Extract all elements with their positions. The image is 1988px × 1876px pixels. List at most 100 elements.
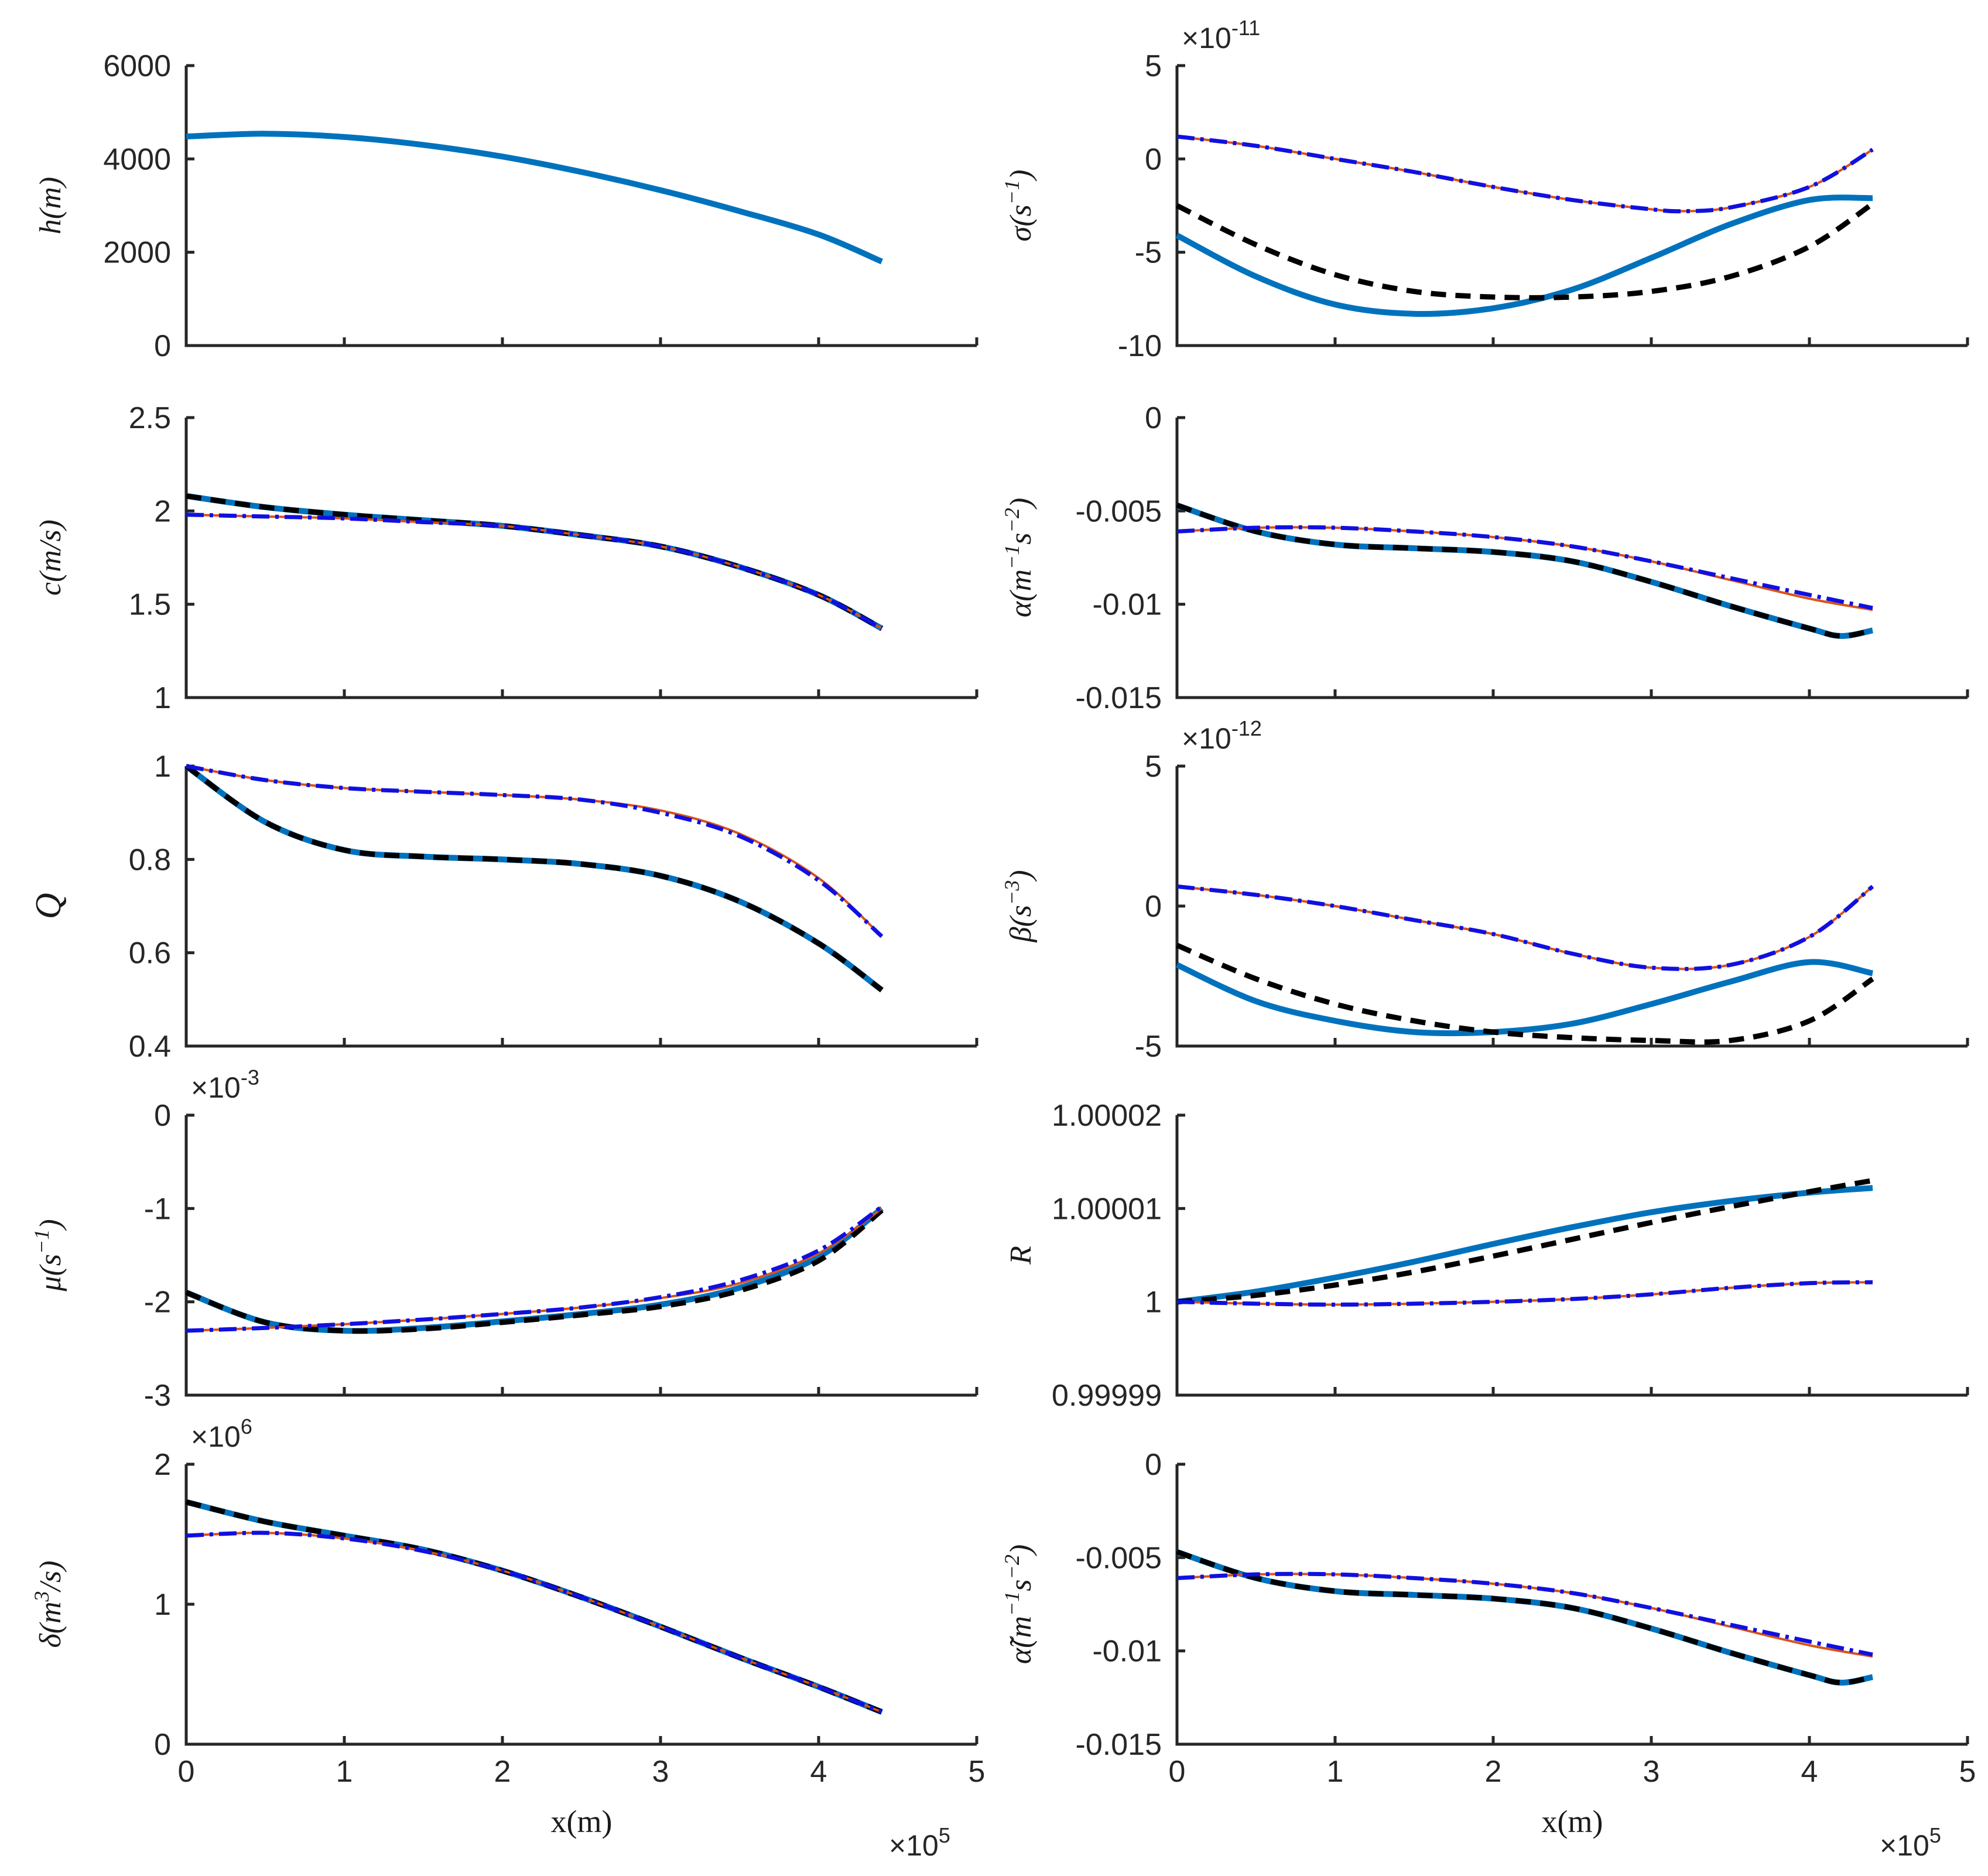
x-tick-label: 2 — [494, 1755, 511, 1789]
axes-Q — [184, 766, 977, 1048]
y-tick-label: 4000 — [103, 142, 171, 176]
axes-R — [1175, 1115, 1968, 1397]
axes-sigma — [1175, 66, 1968, 347]
y-tick-label: -10 — [1118, 329, 1162, 363]
series-line-model — [1176, 525, 1873, 610]
x-tick-label: 2 — [1485, 1755, 1502, 1789]
y-tick-label: 0 — [1145, 1448, 1162, 1482]
series-line-model — [186, 764, 884, 938]
y-tick-label: 2 — [154, 494, 171, 528]
subplot-sigma: -10 -5 0 5 ×10-11 σ(s−1) — [1000, 16, 1969, 363]
x-tick-label: 3 — [652, 1755, 669, 1789]
series-line-model — [1176, 1280, 1873, 1307]
series-line-model — [186, 1205, 883, 1333]
y-exponent-mu: ×10-3 — [191, 1065, 259, 1104]
axes-c — [184, 418, 977, 699]
series-line-approx — [1176, 201, 1874, 300]
y-tick-label: 5 — [1145, 750, 1162, 784]
y-tick-label: 5 — [1145, 49, 1162, 83]
y-exponent-delta: ×106 — [191, 1414, 252, 1453]
y-tick-label: 0 — [154, 1728, 171, 1762]
subplot-R: 0.99999 1 1.00001 1.00002 R — [1004, 1099, 1969, 1413]
series-line-solution — [186, 765, 883, 938]
axes-mu — [184, 1115, 977, 1397]
series-line-sim — [1175, 959, 1873, 1037]
x-axis-label-delta: x(m) — [551, 1804, 613, 1839]
series-line-approx — [184, 764, 884, 993]
axes-alpha — [1175, 418, 1968, 699]
series-line-model — [1176, 884, 1874, 971]
subplot-alpha: -0.015 -0.01 -0.005 0 α(m−1s−2) — [1000, 401, 1969, 715]
y-tick-label: 0.4 — [129, 1030, 171, 1064]
x-tick-label: 0 — [178, 1755, 195, 1789]
y-axis-label-alpha: α(m−1s−2) — [1000, 498, 1038, 617]
series-line-sim — [184, 763, 884, 993]
y-tick-label: -5 — [1135, 236, 1162, 270]
axes-h — [184, 66, 977, 347]
series-line-solution — [186, 1532, 882, 1713]
series-line-approx — [1176, 1549, 1873, 1686]
y-tick-label: 0.6 — [129, 937, 171, 971]
x-tick-label: 5 — [969, 1755, 986, 1789]
y-tick-label: 0 — [1145, 401, 1162, 435]
y-axis-label-alpha-tilde: α̃(m−1s−2) — [1000, 1544, 1038, 1664]
y-axis-label-delta: δ(m3/s) — [30, 1560, 67, 1648]
series-line-sim — [1176, 1185, 1873, 1305]
subplot-alpha-tilde: 0 1 2 3 4 5 -0.015 -0.01 -0.005 0 α̃(m−1s−2) x(m) ×1… — [1000, 1448, 1976, 1862]
y-tick-label: 0 — [154, 1099, 171, 1133]
y-tick-label: 6000 — [103, 49, 171, 83]
y-tick-label: 0 — [1145, 890, 1162, 924]
series-line-model — [186, 1530, 883, 1714]
subplot-Q: 0.4 0.6 0.8 1 Q — [29, 750, 978, 1064]
x-tick-label: 0 — [1169, 1755, 1186, 1789]
y-tick-label: -2 — [144, 1286, 171, 1320]
y-axis-label-c: c(m/s) — [34, 520, 67, 596]
y-tick-label: 1.00002 — [1052, 1099, 1162, 1133]
y-axis-label-beta: β(s−3) — [1000, 870, 1038, 942]
x-tick-label: 3 — [1643, 1755, 1660, 1789]
y-tick-label: 0.8 — [129, 843, 171, 877]
y-tick-label: 2 — [154, 1448, 171, 1482]
x-exponent-delta: ×105 — [889, 1823, 950, 1862]
y-tick-label: -0.01 — [1092, 1635, 1162, 1669]
y-exponent-sigma: ×10-11 — [1182, 16, 1260, 54]
y-axis-label-R: R — [1004, 1246, 1038, 1265]
y-tick-label: -0.015 — [1076, 1728, 1162, 1762]
x-tick-label: 4 — [1801, 1755, 1818, 1789]
y-axis-label-mu: μ(s−1) — [30, 1219, 67, 1291]
y-tick-label: 1.00001 — [1052, 1192, 1162, 1226]
y-tick-label: 1 — [1145, 1286, 1162, 1320]
y-tick-label: -3 — [144, 1379, 171, 1413]
x-tick-label: 5 — [1959, 1755, 1976, 1789]
y-tick-label: -5 — [1135, 1030, 1162, 1064]
subplot-delta: 0 1 2 3 4 5 0 1 2 ×106 δ(m3/s) x(m) ×105 — [30, 1414, 985, 1862]
series-line-model — [1176, 134, 1874, 214]
y-tick-label: -0.005 — [1076, 1541, 1162, 1575]
y-tick-label: 2000 — [103, 236, 171, 270]
y-tick-label: -0.015 — [1076, 681, 1162, 715]
y-exponent-beta: ×10-12 — [1182, 716, 1262, 755]
x-tick-label: 1 — [1327, 1755, 1344, 1789]
x-tick-label: 1 — [336, 1755, 353, 1789]
y-tick-label: 1 — [154, 1588, 171, 1622]
y-tick-label: 1.5 — [129, 588, 171, 622]
y-axis-label-sigma: σ(s−1) — [1000, 170, 1038, 242]
y-tick-label: 0.99999 — [1052, 1379, 1162, 1413]
series-line-solution — [186, 1207, 883, 1332]
y-tick-label: 1 — [154, 750, 171, 784]
subplot-h: 0 2000 4000 6000 h(m) — [34, 49, 978, 363]
y-tick-label: -0.01 — [1092, 588, 1162, 622]
y-axis-label-Q: Q — [29, 893, 69, 920]
series-line-sim — [186, 131, 883, 265]
y-tick-label: 2.5 — [129, 401, 171, 435]
series-line-model — [186, 512, 883, 631]
series-line-model — [1176, 1571, 1873, 1657]
series-line-approx — [1176, 1178, 1873, 1305]
subplot-beta: -5 0 5 ×10-12 β(s−3) — [1000, 716, 1969, 1064]
y-tick-label: 0 — [154, 329, 171, 363]
x-axis-label-alpha-tilde: x(m) — [1542, 1804, 1603, 1839]
subplot-c: 1 1.5 2 2.5 c(m/s) — [34, 401, 978, 715]
axes-alpha-tilde — [1175, 1464, 1968, 1746]
y-tick-label: 0 — [1145, 142, 1162, 176]
